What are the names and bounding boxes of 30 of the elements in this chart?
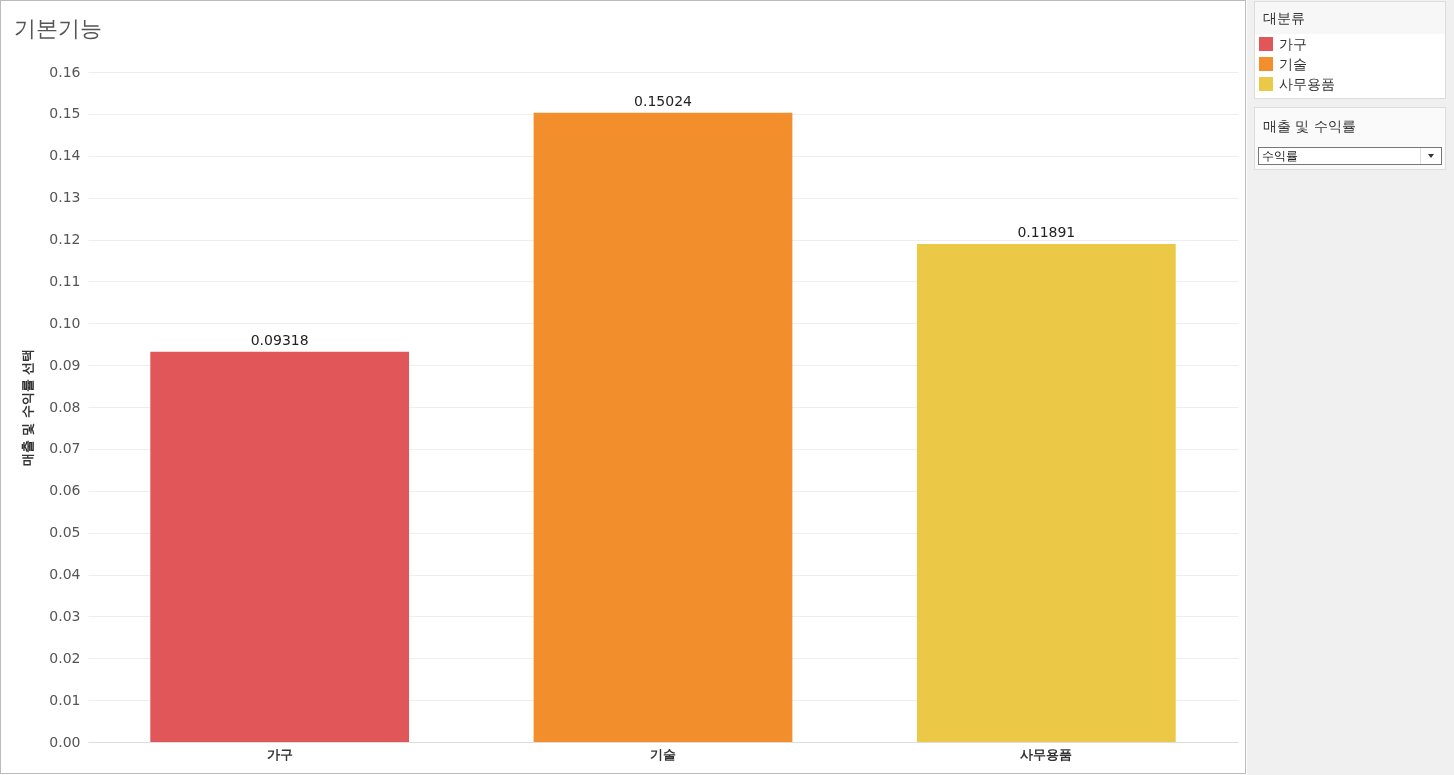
x-tick-label: 사무용품 xyxy=(1020,746,1073,762)
y-tick-label: 0.04 xyxy=(49,566,81,582)
y-tick-label: 0.16 xyxy=(49,63,81,80)
data-label: 0.11891 xyxy=(1017,224,1076,241)
y-tick-label: 0.15 xyxy=(49,105,81,122)
y-tick-label: 0.00 xyxy=(49,733,81,750)
filter-panel: 매출 및 수익률 수익률 xyxy=(1254,107,1446,170)
y-tick-label: 0.14 xyxy=(49,147,81,164)
y-tick-label: 0.12 xyxy=(49,231,81,247)
y-tick-label: 0.06 xyxy=(49,482,81,499)
chart-title: 기본기능 xyxy=(14,15,102,43)
y-tick-label: 0.01 xyxy=(49,691,81,708)
y-tick-label: 0.13 xyxy=(49,189,81,206)
y-tick-label: 0.10 xyxy=(49,314,81,331)
legend-label: 기술 xyxy=(1279,56,1307,72)
y-axis-title: 매출 및 수익률 선택 xyxy=(20,348,36,467)
x-tick-label: 기술 xyxy=(650,746,676,762)
legend-label: 가구 xyxy=(1279,36,1307,52)
y-tick-label: 0.05 xyxy=(49,524,81,541)
legend-label: 사무용품 xyxy=(1279,76,1335,92)
data-label: 0.15024 xyxy=(634,92,693,109)
y-tick-label: 0.02 xyxy=(49,649,81,666)
y-tick-label: 0.03 xyxy=(49,607,81,624)
y-tick-label: 0.08 xyxy=(49,398,81,415)
x-tick-label: 가구 xyxy=(266,746,293,762)
y-tick-label: 0.09 xyxy=(49,356,81,373)
y-tick-label: 0.11 xyxy=(49,272,81,289)
data-label: 0.09318 xyxy=(250,331,309,348)
y-tick-label: 0.07 xyxy=(49,440,81,457)
legend-title: 대분류 xyxy=(1255,2,1445,34)
